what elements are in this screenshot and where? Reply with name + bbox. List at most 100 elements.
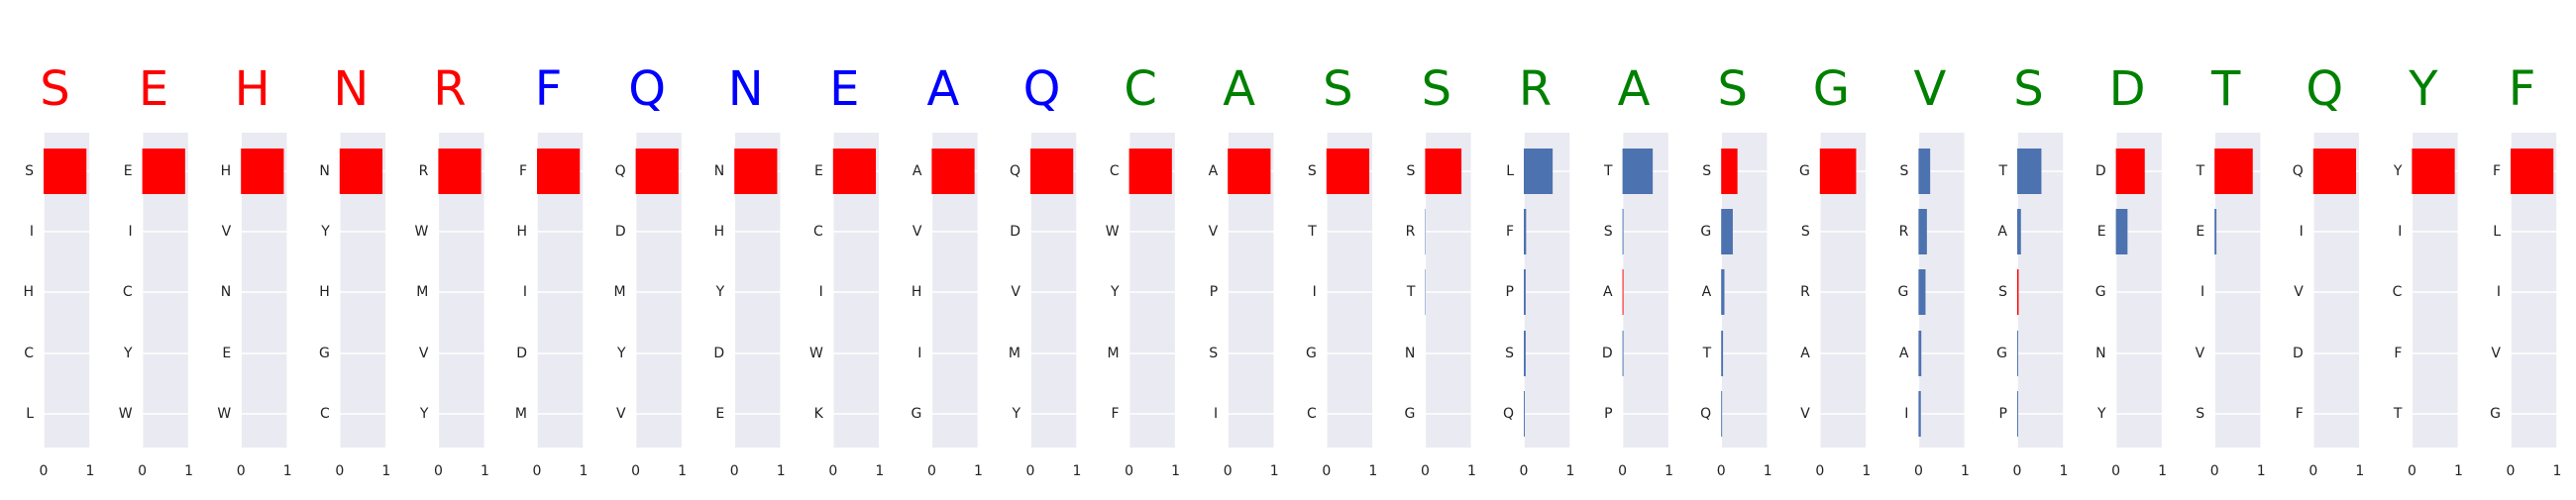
x-tick-label: 1	[580, 463, 589, 479]
x-tick-label: 0	[1026, 463, 1035, 479]
candidate-label: G	[1700, 224, 1711, 240]
candidate-label: R	[1406, 224, 1416, 240]
probability-bar	[537, 149, 580, 194]
x-tick-label: 1	[2553, 463, 2562, 479]
candidate-label: Y	[2393, 163, 2403, 179]
candidate-label: P	[1506, 284, 1514, 300]
probability-bar	[1524, 391, 1525, 437]
probability-bar	[734, 149, 777, 194]
candidate-label: C	[813, 224, 823, 240]
candidate-label: I	[2300, 224, 2304, 240]
probability-bar	[1721, 209, 1733, 254]
probability-bar	[1721, 269, 1724, 315]
candidate-label: C	[24, 346, 34, 361]
probability-bar	[833, 149, 876, 194]
candidate-label: I	[1904, 406, 1908, 422]
candidate-label: M	[614, 284, 626, 300]
x-tick-label: 1	[1664, 463, 1673, 479]
x-tick-label: 1	[184, 463, 193, 479]
candidate-label: W	[415, 224, 429, 240]
x-tick-label: 1	[2060, 463, 2069, 479]
probability-bar	[1524, 269, 1526, 315]
candidate-label: I	[523, 284, 527, 300]
x-tick-label: 1	[2355, 463, 2364, 479]
residue-letter: R	[433, 61, 466, 117]
probability-bar	[2017, 391, 2018, 437]
candidate-label: I	[2200, 284, 2204, 300]
candidate-label: F	[2493, 163, 2501, 179]
residue-letter: F	[2509, 61, 2536, 117]
candidate-label: V	[912, 224, 922, 240]
candidate-label: Y	[616, 346, 626, 361]
x-tick-label: 0	[2111, 463, 2120, 479]
candidate-label: C	[1110, 163, 1120, 179]
candidate-label: Q	[1503, 406, 1514, 422]
candidate-label: V	[1209, 224, 1219, 240]
probability-bar	[340, 149, 382, 194]
residue-letter: S	[1717, 61, 1747, 117]
candidate-label: G	[912, 406, 922, 422]
candidate-label: Y	[123, 346, 133, 361]
probability-bar	[1918, 149, 1930, 194]
x-tick-label: 0	[730, 463, 739, 479]
probability-bar	[1918, 269, 1925, 315]
candidate-label: R	[419, 163, 429, 179]
x-tick-label: 1	[678, 463, 687, 479]
x-tick-label: 1	[1764, 463, 1772, 479]
probability-bar	[1228, 149, 1270, 194]
candidate-label: E	[715, 406, 724, 422]
residue-letter: Q	[628, 61, 666, 117]
candidate-label: Y	[419, 406, 429, 422]
candidate-label: S	[1308, 163, 1317, 179]
candidate-label: G	[1799, 163, 1810, 179]
x-tick-label: 1	[1171, 463, 1180, 479]
candidate-label: W	[119, 406, 133, 422]
probability-bar	[1623, 331, 1624, 376]
residue-letter: S	[1323, 61, 1352, 117]
residue-letter: S	[40, 61, 69, 117]
candidate-label: D	[2293, 346, 2304, 361]
residue-letter: Q	[1023, 61, 1061, 117]
candidate-label: D	[1010, 224, 1020, 240]
x-tick-label: 1	[2158, 463, 2167, 479]
candidate-label: V	[2294, 284, 2304, 300]
candidate-label: H	[221, 163, 232, 179]
candidate-label: I	[2398, 224, 2402, 240]
candidate-label: V	[419, 346, 429, 361]
x-tick-label: 0	[927, 463, 936, 479]
x-tick-label: 0	[1322, 463, 1331, 479]
x-tick-label: 0	[40, 463, 49, 479]
candidate-label: R	[1899, 224, 1909, 240]
candidate-label: N	[221, 284, 231, 300]
probability-bar	[1623, 149, 1654, 194]
residue-letter: G	[1813, 61, 1850, 117]
probability-bar	[1030, 149, 1073, 194]
x-tick-label: 1	[1467, 463, 1476, 479]
residue-letter: F	[535, 61, 563, 117]
candidate-label: R	[1800, 284, 1810, 300]
x-tick-label: 0	[138, 463, 147, 479]
probability-bar	[2412, 149, 2454, 194]
x-tick-label: 0	[828, 463, 837, 479]
x-tick-label: 1	[86, 463, 95, 479]
candidate-label: L	[1506, 163, 1514, 179]
candidate-label: M	[515, 406, 527, 422]
residue-letter: E	[139, 61, 168, 117]
candidate-label: W	[809, 346, 823, 361]
candidate-label: A	[1997, 224, 2007, 240]
candidate-label: C	[1307, 406, 1317, 422]
candidate-label: Y	[715, 284, 725, 300]
probability-bar	[1623, 209, 1624, 254]
candidate-label: M	[1108, 346, 1120, 361]
probability-bar	[1918, 391, 1920, 437]
x-tick-label: 0	[1421, 463, 1430, 479]
